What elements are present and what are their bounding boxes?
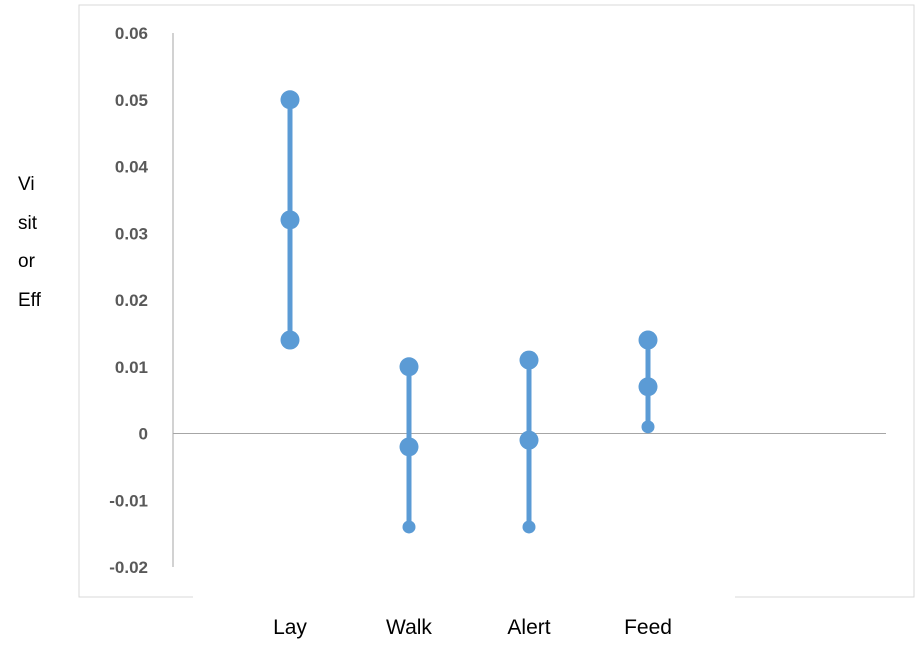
lower-point [641, 420, 655, 434]
y-tick-labels: 0.06 0.05 0.04 0.03 0.02 0.01 0 -0.01 -0.02 [109, 24, 148, 577]
mid-point [280, 210, 300, 230]
x-tick-label: Feed [624, 616, 672, 639]
lower-point [402, 520, 416, 534]
x-tick-labels: Lay Walk Alert Feed [273, 616, 672, 639]
lower-point [280, 330, 300, 350]
lower-point [522, 520, 536, 534]
upper-point [638, 330, 658, 350]
y-tick-label: 0.01 [115, 358, 148, 377]
y-axis-title-line: Eff [18, 290, 41, 311]
y-tick-label: 0.03 [115, 224, 148, 243]
y-tick-label: -0.01 [109, 491, 148, 510]
upper-point [399, 357, 419, 377]
data-marks [280, 90, 658, 534]
category-range-feed [638, 330, 658, 434]
category-range-alert [519, 350, 539, 534]
y-axis-title-line: sit [18, 213, 37, 234]
y-axis-title-line: or [18, 251, 35, 272]
y-tick-label: 0.02 [115, 291, 148, 310]
y-tick-label: 0.06 [115, 24, 148, 43]
x-tick-label: Lay [273, 616, 307, 639]
mid-point [399, 437, 419, 457]
upper-point [280, 90, 300, 110]
category-range-walk [399, 357, 419, 534]
y-tick-label: -0.02 [109, 558, 148, 577]
upper-point [519, 350, 539, 370]
y-tick-label: 0.05 [115, 91, 148, 110]
mid-point [519, 430, 539, 450]
x-tick-label: Walk [386, 616, 432, 639]
plot-area-border [78, 4, 915, 598]
category-range-lay [280, 90, 300, 350]
mid-point [638, 377, 658, 397]
x-tick-label: Alert [507, 616, 550, 639]
y-tick-label: 0 [139, 425, 148, 444]
y-tick-label: 0.04 [115, 158, 149, 177]
y-axis-title-line: Vi [18, 174, 35, 195]
